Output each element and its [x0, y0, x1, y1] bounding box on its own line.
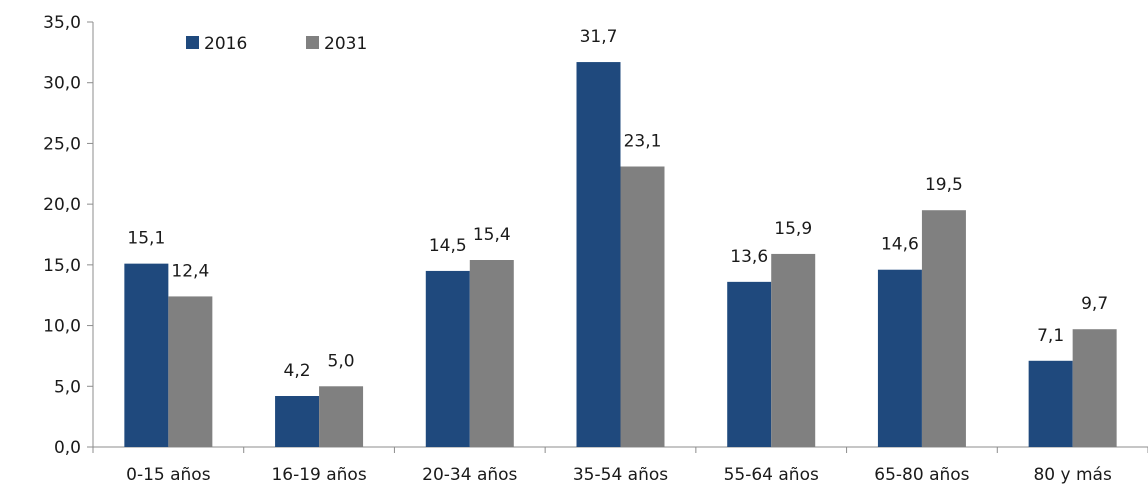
bar-2016-1: [275, 396, 320, 447]
y-tick-label: 25,0: [43, 134, 81, 154]
data-label: 15,4: [473, 225, 511, 245]
bar-2031-3: [620, 166, 665, 447]
y-tick-label: 15,0: [43, 256, 81, 276]
x-tick-label: 80 y más: [1033, 465, 1111, 485]
y-tick-label: 20,0: [43, 195, 81, 215]
y-tick-label: 0,0: [54, 438, 81, 458]
bar-2016-5: [877, 269, 922, 447]
data-label: 5,0: [328, 351, 355, 371]
data-label: 14,5: [429, 236, 467, 256]
y-axis: 0,0 5,0 10,0 15,0 20,0 25,0 30,0 35,0: [43, 13, 94, 458]
data-labels: 15,1 4,2 14,5 31,7 13,6 14,6 7,1 12,4 5,0 15,4 23,…: [127, 27, 1108, 381]
y-tick-label: 10,0: [43, 317, 81, 337]
data-label: 14,6: [881, 235, 919, 255]
bar-2016-0: [124, 263, 169, 447]
legend-label: 2031: [324, 34, 367, 54]
data-label: 4,2: [284, 361, 311, 381]
bar-2031-2: [469, 260, 514, 447]
data-label: 31,7: [580, 27, 618, 47]
data-label: 7,1: [1037, 326, 1064, 346]
data-label: 15,9: [774, 219, 812, 239]
data-label: 15,1: [127, 229, 165, 249]
data-label: 19,5: [925, 175, 963, 195]
bar-2016-6: [1028, 360, 1073, 447]
x-tick-label: 16-19 años: [271, 465, 366, 485]
legend-label: 2016: [204, 34, 247, 54]
x-tick-label: 0-15 años: [126, 465, 211, 485]
y-tick-label: 35,0: [43, 13, 81, 33]
bar-2031-4: [771, 253, 816, 447]
bar-2031-6: [1072, 329, 1117, 447]
bar-2016-4: [727, 281, 772, 447]
legend-swatch-2031: [306, 36, 319, 49]
bar-2031-5: [921, 210, 966, 447]
x-axis: 0-15 años 16-19 años 20-34 años 35-54 años 5…: [92, 446, 1148, 485]
x-tick-label: 20-34 años: [422, 465, 517, 485]
data-label: 23,1: [624, 132, 662, 152]
bar-2016-2: [425, 270, 470, 447]
bars: [124, 62, 1117, 447]
legend-swatch-2016: [186, 36, 199, 49]
data-label: 12,4: [171, 261, 209, 281]
legend: 2016 2031: [186, 34, 367, 54]
bar-2031-0: [168, 296, 213, 447]
y-tick-label: 5,0: [54, 377, 81, 397]
x-tick-label: 35-54 años: [573, 465, 668, 485]
x-tick-label: 65-80 años: [874, 465, 969, 485]
x-tick-label: 55-64 años: [724, 465, 819, 485]
data-label: 9,7: [1081, 294, 1108, 314]
bar-2016-3: [576, 62, 621, 447]
bar-2031-1: [319, 386, 364, 447]
y-tick-label: 30,0: [43, 74, 81, 94]
data-label: 13,6: [730, 247, 768, 267]
